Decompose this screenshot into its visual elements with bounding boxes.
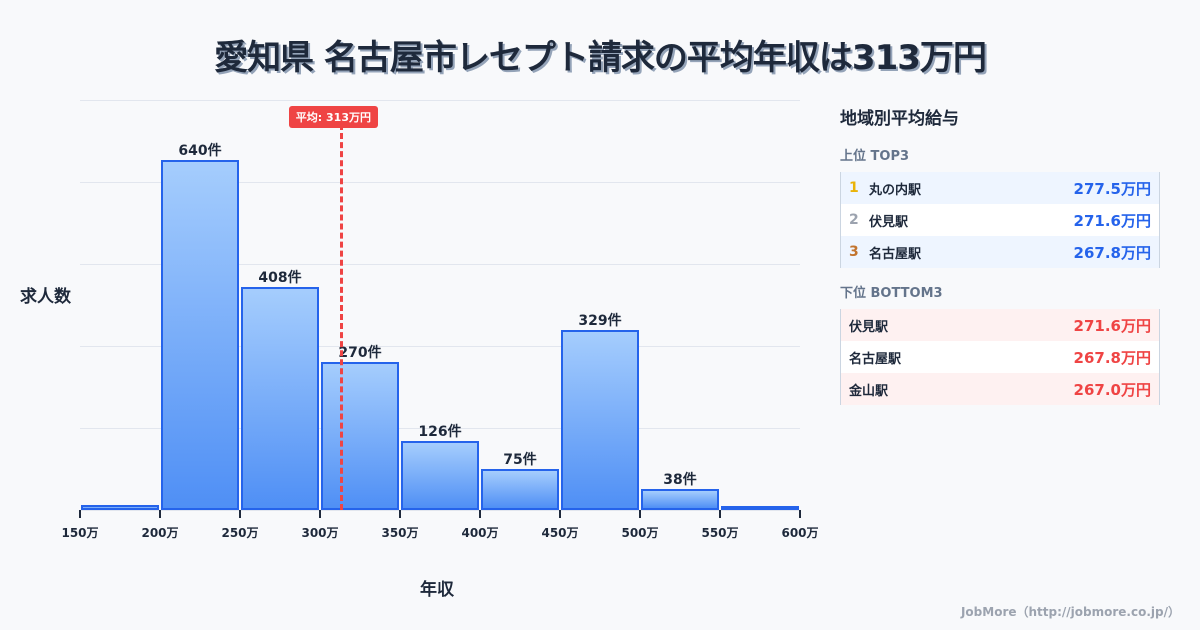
page-title: 愛知県 名古屋市レセプト請求の平均年収は313万円 [214,38,987,78]
x-axis-label: 年収 [420,580,454,600]
rank-badge: 1 [849,180,859,196]
station-name: 名古屋駅 [869,246,922,262]
histogram-bar [401,441,479,510]
x-tick-label: 350万 [381,526,419,540]
x-tick-label: 550万 [701,526,739,540]
salary-value: 267.8万円 [1073,348,1151,367]
station-name: 金山駅 [849,383,889,399]
grid-line [80,264,800,265]
grid-line [80,510,800,511]
station-name: 名古屋駅 [849,351,902,367]
x-tick-label: 450万 [541,526,579,540]
x-tick [639,510,641,518]
histogram-bar [641,489,719,510]
bar-value-label: 38件 [663,472,697,489]
grid-line [80,100,800,101]
grid-line [80,346,800,347]
grid-line [80,182,800,183]
mean-badge: 平均: 313万円 [288,106,378,128]
histogram-bar [321,362,399,510]
salary-value: 267.0万円 [1073,380,1151,399]
salary-value: 267.8万円 [1073,243,1151,262]
histogram-bar [241,286,319,510]
regional-salary-panel: 地域別平均給与 上位 TOP3 1 丸の内駅 277.5万円 2 伏見駅 271… [840,100,1160,419]
list-item: 1 丸の内駅 277.5万円 [841,172,1159,204]
top3-heading: 上位 TOP3 [840,149,910,164]
x-tick [79,510,81,518]
bottom3-list: 伏見駅 271.6万円 名古屋駅 267.8万円 金山駅 267.0万円 [840,309,1160,405]
list-item: 金山駅 267.0万円 [841,373,1159,405]
x-tick-label: 250万 [221,526,259,540]
histogram-bar [81,505,159,510]
rank-badge: 2 [849,212,859,228]
histogram-bar [721,506,799,510]
list-item: 名古屋駅 267.8万円 [841,341,1159,373]
histogram-chart: 640件 408件 270件 126件 75件 329件 38件 150万 200万 250万 3… [20,100,819,600]
bottom3-heading: 下位 BOTTOM3 [840,286,943,301]
x-tick [159,510,161,518]
top3-list: 1 丸の内駅 277.5万円 2 伏見駅 271.6万円 3 名古屋駅 267.… [840,172,1160,268]
bar-value-label: 329件 [578,313,622,330]
station-name: 伏見駅 [849,319,889,335]
list-item: 2 伏見駅 271.6万円 [841,204,1159,236]
bar-value-label: 408件 [258,269,302,286]
rank-badge: 3 [849,244,859,260]
x-tick-label: 400万 [461,526,499,540]
x-tick-label: 600万 [781,526,819,540]
salary-value: 277.5万円 [1073,179,1151,198]
x-tick [559,510,561,518]
histogram-bar [561,330,639,510]
source-credit: JobMore（http://jobmore.co.jp/） [960,605,1180,619]
x-tick-label: 500万 [621,526,659,540]
x-tick [479,510,481,518]
bar-value-label: 640件 [178,143,222,160]
salary-value: 271.6万円 [1073,211,1151,230]
bar-value-label: 270件 [338,345,382,362]
list-item: 3 名古屋駅 267.8万円 [841,236,1159,268]
bar-value-label: 126件 [418,424,462,441]
panel-title: 地域別平均給与 [840,109,959,129]
x-tick [799,510,801,518]
station-name: 伏見駅 [869,214,909,230]
station-name: 丸の内駅 [869,182,922,198]
x-tick [719,510,721,518]
y-axis-label: 求人数 [20,287,71,307]
x-tick-label: 200万 [141,526,179,540]
x-tick-label: 300万 [301,526,339,540]
x-tick [239,510,241,518]
x-tick-label: 150万 [61,526,99,540]
mean-line [339,124,343,510]
x-tick [399,510,401,518]
x-tick [319,510,321,518]
histogram-bar [481,469,559,510]
bar-value-label: 75件 [503,452,537,468]
grid-line [80,428,800,429]
list-item: 伏見駅 271.6万円 [841,309,1159,341]
salary-value: 271.6万円 [1073,316,1151,335]
histogram-bar [161,160,239,510]
